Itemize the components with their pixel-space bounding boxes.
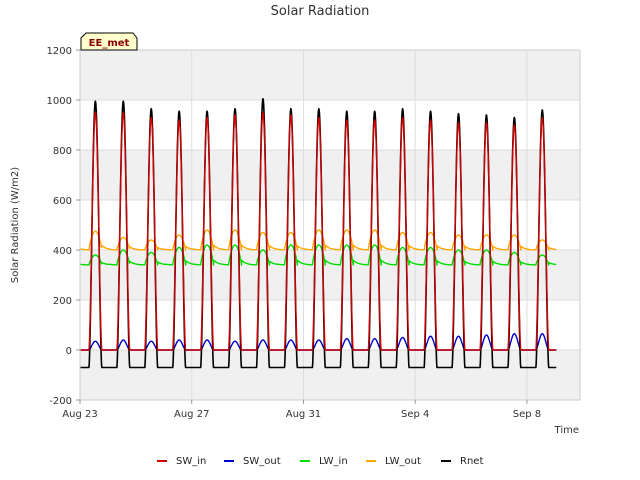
series-lines <box>80 97 557 369</box>
series-line-sw-in <box>80 111 557 351</box>
background-band <box>80 150 580 200</box>
legend: SW_in SW_out LW_in LW_out Rnet <box>157 456 483 467</box>
background-band <box>80 50 580 100</box>
x-axis-title: Time <box>554 425 579 436</box>
y-tick-label: 400 <box>53 246 72 257</box>
site-label-box <box>80 32 138 51</box>
legend-label: LW_out <box>385 456 421 467</box>
y-axis-title: Solar Radiation (W/m2) <box>10 167 21 283</box>
y-tick-label: 600 <box>53 196 72 207</box>
chart-title: Solar Radiation <box>271 4 370 19</box>
background-bands <box>80 50 580 400</box>
legend-label: LW_in <box>319 456 348 467</box>
x-tick-label: Aug 31 <box>286 409 321 420</box>
site-label-text: EE_met <box>89 38 130 49</box>
y-tick-label: 800 <box>53 146 72 157</box>
y-tick-label: 200 <box>53 296 72 307</box>
x-tick-label: Aug 27 <box>174 409 209 420</box>
y-tick-label: -200 <box>49 396 72 407</box>
background-band <box>80 350 580 400</box>
y-tick-label: 1000 <box>47 96 72 107</box>
y-tick-label: 1200 <box>47 46 72 57</box>
legend-label: SW_in <box>176 456 206 467</box>
series-line-rnet <box>80 97 557 369</box>
legend-label: SW_out <box>243 456 281 467</box>
legend-label: Rnet <box>460 456 483 467</box>
y-tick-label: 0 <box>66 346 72 357</box>
background-band <box>80 250 580 300</box>
x-axis-ticks: Aug 23 Aug 27 Aug 31 Sep 4 Sep 8 <box>62 400 541 420</box>
x-tick-label: Aug 23 <box>62 409 97 420</box>
series-line-lw-out <box>80 229 557 251</box>
series-line-lw-in <box>80 244 557 266</box>
x-tick-label: Sep 8 <box>513 409 541 420</box>
site-label-badge: EE_met <box>80 32 138 51</box>
y-axis-ticks: -200 0 200 400 600 800 1000 1200 <box>47 46 80 407</box>
plot-frame <box>79 49 581 401</box>
series-line-sw-out <box>80 333 557 351</box>
x-tick-label: Sep 4 <box>401 409 429 420</box>
